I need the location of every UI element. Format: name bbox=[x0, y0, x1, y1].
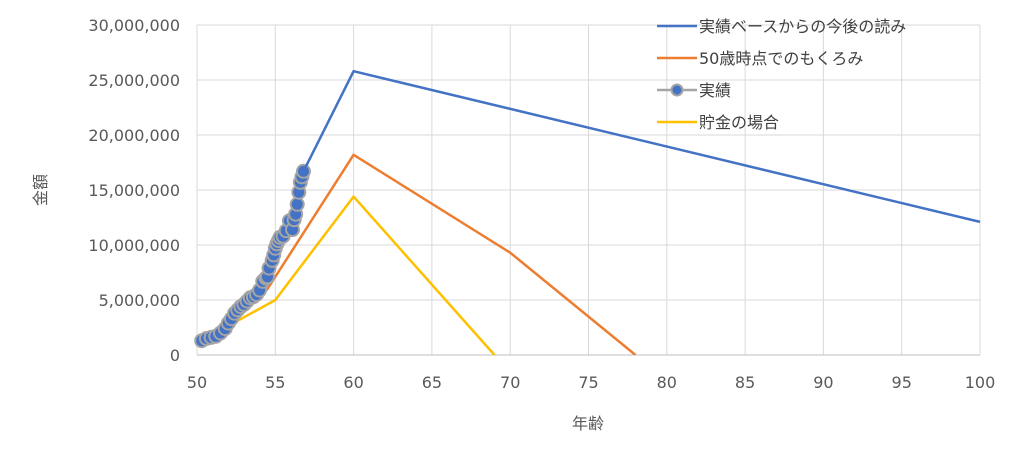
y-tick-label: 0 bbox=[170, 346, 180, 365]
y-tick-labels: 0 5,000,000 10,000,000 15,000,000 20,000,000… bbox=[88, 16, 180, 365]
legend-label: 50歳時点でのもくろみ bbox=[699, 49, 863, 68]
series-layer bbox=[194, 69, 981, 355]
x-tick-labels: 50 55 60 65 70 75 80 85 90 95 100 bbox=[187, 373, 995, 392]
series-line bbox=[302, 69, 981, 224]
legend-marker bbox=[670, 83, 684, 97]
x-tick-label: 75 bbox=[578, 373, 598, 392]
y-tick-label: 10,000,000 bbox=[88, 236, 180, 255]
legend-item: 実績ベースからの今後の読み bbox=[657, 17, 906, 36]
x-tick-label: 85 bbox=[735, 373, 755, 392]
x-tick-label: 90 bbox=[813, 373, 833, 392]
y-tick-label: 30,000,000 bbox=[88, 16, 180, 35]
x-tick-label: 60 bbox=[343, 373, 363, 392]
y-tick-label: 25,000,000 bbox=[88, 71, 180, 90]
legend-label: 貯金の場合 bbox=[699, 113, 779, 132]
legend-item: 貯金の場合 bbox=[657, 113, 779, 132]
y-axis-title: 金額 bbox=[31, 174, 50, 206]
legend-item: 実績 bbox=[657, 81, 731, 100]
grid-lines bbox=[196, 24, 981, 356]
series-line bbox=[201, 195, 496, 355]
legend-item: 50歳時点でのもくろみ bbox=[657, 49, 863, 68]
legend-label: 実績ベースからの今後の読み bbox=[699, 17, 906, 36]
series-1 bbox=[302, 69, 981, 224]
data-point bbox=[295, 163, 311, 179]
legend-label: 実績 bbox=[699, 81, 731, 100]
x-tick-label: 65 bbox=[422, 373, 442, 392]
x-tick-label: 95 bbox=[892, 373, 912, 392]
y-tick-label: 20,000,000 bbox=[88, 126, 180, 145]
x-tick-label: 55 bbox=[265, 373, 285, 392]
x-tick-label: 100 bbox=[965, 373, 996, 392]
x-tick-label: 80 bbox=[657, 373, 677, 392]
x-tick-label: 70 bbox=[500, 373, 520, 392]
series-3 bbox=[194, 163, 311, 349]
y-tick-label: 15,000,000 bbox=[88, 181, 180, 200]
x-tick-label: 50 bbox=[187, 373, 207, 392]
data-point bbox=[289, 196, 305, 212]
x-axis-title: 年齢 bbox=[572, 414, 604, 433]
y-tick-label: 5,000,000 bbox=[99, 291, 180, 310]
series-4 bbox=[201, 195, 496, 355]
